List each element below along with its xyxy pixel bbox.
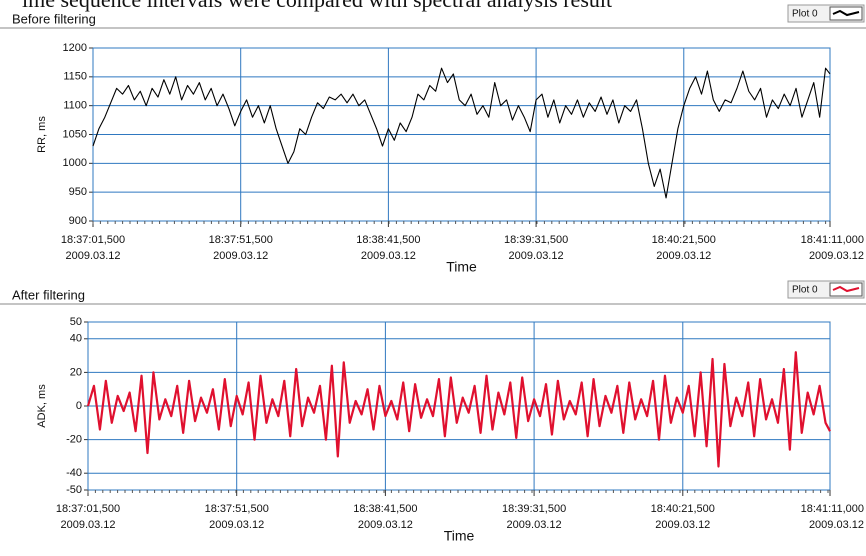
x-tick-label: 18:40:21,500 bbox=[652, 234, 716, 246]
x-tick-label: 18:37:51,500 bbox=[205, 503, 269, 515]
x-tick-date: 2009.03.12 bbox=[213, 250, 268, 262]
x-tick-date: 2009.03.12 bbox=[65, 250, 120, 262]
y-tick-label: 0 bbox=[76, 400, 82, 412]
legend-swatch bbox=[832, 285, 860, 293]
data-line bbox=[92, 67, 831, 199]
legend-label: Plot 0 bbox=[792, 9, 818, 20]
x-axis-label: Time bbox=[444, 528, 475, 544]
y-tick-label: 50 bbox=[70, 316, 82, 328]
data-line bbox=[86, 351, 831, 468]
x-tick-date: 2009.03.12 bbox=[361, 250, 416, 262]
y-tick-label: 1050 bbox=[63, 128, 87, 140]
x-tick-label: 18:37:51,500 bbox=[209, 234, 273, 246]
x-tick-date: 2009.03.12 bbox=[60, 519, 115, 531]
x-tick-label: 18:38:41,500 bbox=[356, 234, 420, 246]
y-tick-label: 40 bbox=[70, 333, 82, 345]
legend-swatch bbox=[832, 9, 860, 17]
y-tick-label: -40 bbox=[66, 467, 82, 479]
x-tick-label: 18:39:31,500 bbox=[504, 234, 568, 246]
x-tick-label: 18:41:11,000 bbox=[801, 234, 864, 246]
y-tick-label: 900 bbox=[69, 215, 87, 227]
y-axis-label: ADK, ms bbox=[36, 384, 48, 428]
chart-title: Before filtering bbox=[12, 11, 96, 26]
x-tick-date: 2009.03.12 bbox=[809, 250, 864, 262]
x-tick-label: 18:37:01,500 bbox=[56, 503, 120, 515]
x-tick-date: 2009.03.12 bbox=[509, 250, 564, 262]
y-tick-label: 1200 bbox=[63, 42, 87, 54]
y-tick-label: 950 bbox=[69, 186, 87, 198]
y-tick-label: 1100 bbox=[63, 100, 87, 112]
x-tick-date: 2009.03.12 bbox=[209, 519, 264, 531]
x-tick-date: 2009.03.12 bbox=[358, 519, 413, 531]
chart-title: After filtering bbox=[12, 287, 85, 302]
x-tick-date: 2009.03.12 bbox=[507, 519, 562, 531]
x-tick-label: 18:38:41,500 bbox=[353, 503, 417, 515]
y-tick-label: -50 bbox=[66, 484, 82, 496]
y-tick-label: 20 bbox=[70, 366, 82, 378]
y-axis-label: RR, ms bbox=[36, 116, 48, 153]
x-axis-label: Time bbox=[446, 259, 477, 275]
x-tick-date: 2009.03.12 bbox=[655, 519, 710, 531]
x-tick-label: 18:41:11,000 bbox=[801, 503, 864, 515]
y-tick-label: 1000 bbox=[63, 157, 87, 169]
y-tick-label: -20 bbox=[66, 434, 82, 446]
y-tick-label: 1150 bbox=[63, 71, 87, 83]
caption: ime sequence intervals were compared wit… bbox=[22, 0, 612, 12]
x-tick-label: 18:40:21,500 bbox=[651, 503, 715, 515]
x-tick-date: 2009.03.12 bbox=[656, 250, 711, 262]
x-tick-label: 18:39:31,500 bbox=[502, 503, 566, 515]
x-tick-label: 18:37:01,500 bbox=[61, 234, 125, 246]
legend-label: Plot 0 bbox=[792, 285, 818, 296]
x-tick-date: 2009.03.12 bbox=[809, 519, 864, 531]
